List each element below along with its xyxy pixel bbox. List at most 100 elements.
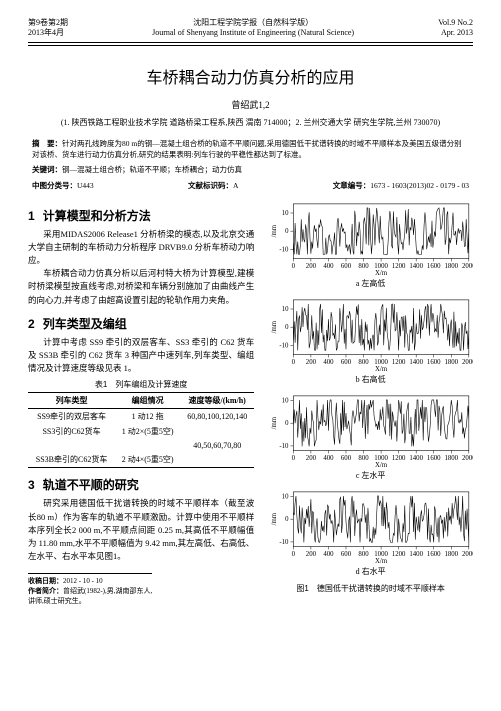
chart-a: 0200400600800100012001400160018002000-10… (268, 199, 473, 277)
section-2-heading: 2列车类型及编组 (28, 315, 254, 332)
table-row: SS3B牵引的C62货车2 动4×(5重5空) (28, 452, 254, 468)
table-cell: SS3引的C62货车 (28, 424, 115, 439)
svg-text:600: 600 (341, 455, 352, 462)
doccode-label: 文献标识码： (188, 181, 233, 190)
header-center: 沈阳工程学院学报（自然科学版） Journal of Shenyang Inst… (152, 18, 354, 39)
svg-text:1600: 1600 (427, 263, 441, 270)
page-header: 第9卷第2期 2013年4月 沈阳工程学院学报（自然科学版） Journal o… (28, 18, 473, 43)
svg-text:400: 400 (324, 551, 335, 558)
recv-label: 收稿日期： (28, 577, 63, 585)
svg-text:1200: 1200 (392, 455, 406, 462)
table-cell (28, 439, 115, 452)
svg-text:2000: 2000 (462, 359, 473, 366)
table-cell (180, 452, 254, 468)
svg-text:0: 0 (292, 551, 296, 558)
chart-a-caption: a 左高低 (268, 278, 473, 289)
svg-text:1800: 1800 (445, 263, 459, 270)
section-1-title: 计算模型和分析方法 (43, 209, 151, 223)
section-3-title: 轨道不平顺的研究 (43, 478, 139, 492)
table-cell (115, 439, 180, 452)
footnote: 收稿日期：2012 - 10 - 10 作者简介：曾绍武(1982-),男,湖南… (28, 573, 152, 606)
svg-text:10: 10 (282, 306, 289, 313)
svg-text:10: 10 (282, 397, 289, 404)
svg-text:X/m: X/m (375, 366, 388, 373)
table1-h1: 编组情况 (115, 393, 180, 409)
svg-text:400: 400 (324, 263, 335, 270)
section-1-heading: 1计算模型和分析方法 (28, 207, 254, 224)
table-cell: 2 动4×(5重5空) (115, 452, 180, 468)
svg-text:0: 0 (292, 455, 296, 462)
section-3-num: 3 (28, 478, 35, 492)
abstract-block: 摘 要：针对两孔线跨度为80 m的钢—混凝土组合桥的轨道不平顺问题,采用德国低干… (28, 138, 473, 161)
section-3-p1: 研究采用德国低干扰谱转换的时域不平顺样本（截至波长80 m）作为客车的轨道不平顺… (28, 497, 254, 563)
svg-text:1400: 1400 (410, 263, 424, 270)
svg-text:X/m: X/m (375, 462, 388, 469)
svg-text:800: 800 (359, 455, 370, 462)
keywords-label: 关键词： (32, 165, 62, 174)
chart-c-block: 0200400600800100012001400160018002000-10… (268, 391, 473, 481)
section-1-p2: 车桥耦合动力仿真分析以后河村特大桥为计算模型,建模时桥梁模型按直线考虑,对桥梁和… (28, 267, 254, 307)
section-2-p1: 计算中考虑 SS9 牵引的双层客车、SS3 牵引的 C62 货车及 SS3B 牵… (28, 336, 254, 376)
svg-text:600: 600 (341, 263, 352, 270)
svg-text:800: 800 (359, 359, 370, 366)
svg-text:1600: 1600 (427, 359, 441, 366)
abstract-text: 针对两孔线跨度为80 m的钢—混凝土组合桥的轨道不平顺问题,采用德国低干扰谱转换… (32, 139, 462, 159)
header-left: 第9卷第2期 2013年4月 (28, 18, 68, 39)
svg-text:-10: -10 (280, 342, 290, 349)
svg-text:1800: 1800 (445, 359, 459, 366)
chart-c: 0200400600800100012001400160018002000-10… (268, 391, 473, 469)
clc-value: U443 (77, 181, 94, 190)
chart-c-caption: c 左水平 (268, 470, 473, 481)
clc-label: 中图分类号： (32, 181, 77, 190)
svg-text:/mm: /mm (271, 512, 278, 525)
charts-container: 0200400600800100012001400160018002000-10… (268, 199, 473, 577)
fig1-caption: 图1 德国低干扰谱转换的时域不平顺样本 (268, 583, 473, 594)
table-cell: 1 动2×(5重5空) (115, 424, 180, 439)
chart-d-caption: d 右水平 (268, 566, 473, 577)
chart-a-block: 0200400600800100012001400160018002000-10… (268, 199, 473, 289)
svg-text:/mm: /mm (271, 320, 278, 333)
paper-title: 车桥耦合动力仿真分析的应用 (28, 64, 473, 88)
chart-b: 0200400600800100012001400160018002000-10… (268, 295, 473, 373)
table-row: SS9牵引的双层客车1 动12 拖60,80,100,120,140 (28, 409, 254, 425)
table-cell: 60,80,100,120,140 (180, 409, 254, 425)
keywords-block: 关键词：钢—混凝土组合桥；轨道不平顺；车桥耦合；动力仿真 (28, 164, 473, 175)
svg-text:400: 400 (324, 359, 335, 366)
articleid-value: 1673 - 1603(2013)02 - 0179 - 03 (370, 181, 469, 190)
table1-caption: 表1 列车编组及计算速度 (28, 379, 254, 390)
author: 曾绍武1,2 (28, 98, 473, 111)
svg-text:200: 200 (306, 551, 317, 558)
svg-text:1600: 1600 (427, 455, 441, 462)
issue-cn: 第9卷第2期 (28, 18, 68, 28)
table1: 列车类型 编组情况 速度等级/(km/h) SS9牵引的双层客车1 动12 拖6… (28, 392, 254, 468)
authorinfo-line: 作者简介：曾绍武(1982-),男,湖南邵东人,讲师,硕士研究生。 (28, 587, 152, 607)
keywords-text: 钢—混凝土组合桥；轨道不平顺；车桥耦合；动力仿真 (62, 165, 242, 174)
svg-text:X/m: X/m (375, 558, 388, 565)
table-row: SS3引的C62货车1 动2×(5重5空) (28, 424, 254, 439)
table1-h0: 列车类型 (28, 393, 115, 409)
svg-text:2000: 2000 (462, 263, 473, 270)
svg-text:200: 200 (306, 263, 317, 270)
section-2-title: 列车类型及编组 (43, 317, 127, 331)
svg-text:200: 200 (306, 455, 317, 462)
affiliation: (1. 陕西铁路工程职业技术学院 道路桥梁工程系,陕西 渭南 714000；2.… (28, 117, 473, 128)
table-cell: 1 动12 拖 (115, 409, 180, 425)
header-rule (28, 45, 473, 46)
svg-text:1600: 1600 (427, 551, 441, 558)
vol-en: Vol.9 No.2 (438, 18, 473, 28)
header-right: Vol.9 No.2 Apr. 2013 (438, 18, 473, 39)
svg-text:1200: 1200 (392, 263, 406, 270)
section-3-heading: 3 轨道不平顺的研究 (28, 476, 254, 493)
section-1-p1: 采用MIDAS2006 Release1 分析桥梁的模态,以及北京交通大学自主研… (28, 228, 254, 268)
svg-text:800: 800 (359, 551, 370, 558)
table-cell: 40,50,60,70,80 (180, 439, 254, 452)
svg-text:-10: -10 (280, 539, 290, 546)
table-row: 40,50,60,70,80 (28, 439, 254, 452)
svg-text:0: 0 (285, 420, 289, 427)
right-column: 0200400600800100012001400160018002000-10… (268, 199, 473, 607)
abstract-label: 摘 要： (32, 139, 62, 148)
svg-text:10: 10 (282, 493, 289, 500)
svg-text:0: 0 (292, 359, 296, 366)
chart-d-block: 0200400600800100012001400160018002000-10… (268, 487, 473, 577)
svg-text:-10: -10 (280, 443, 290, 450)
